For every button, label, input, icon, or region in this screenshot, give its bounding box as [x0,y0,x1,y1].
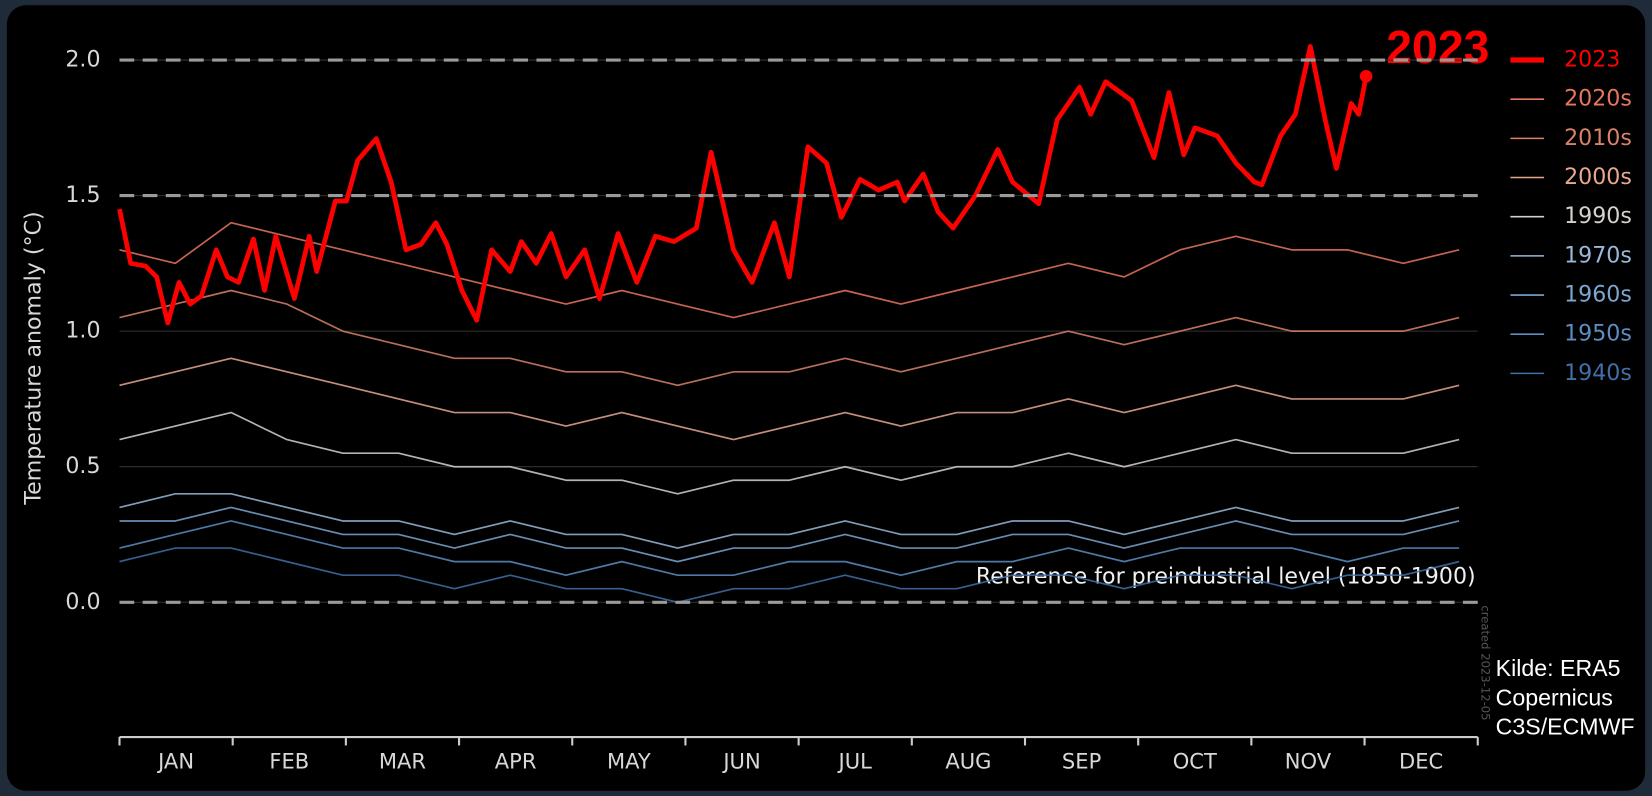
x-tick-label: APR [495,748,537,773]
x-tick-label: FEB [269,748,309,773]
x-tick-label: DEC [1399,748,1443,773]
x-tick-label: SEP [1062,748,1101,773]
legend-label: 1970s [1564,242,1632,268]
y-tick-label: 0.5 [65,453,100,479]
series-line [119,221,1460,319]
y-tick-label: 1.0 [65,318,100,344]
y-tick-label: 0.0 [65,589,100,615]
series-line [119,357,1460,441]
x-tick-label: MAR [379,748,427,773]
legend-label: 2000s [1564,164,1632,190]
y-tick-label: 1.5 [65,182,100,208]
legend-label: 2010s [1564,125,1632,151]
source-text: C3S/ECMWF [1496,714,1635,740]
highlight-label: 2023 [1386,21,1489,73]
x-tick-label: AUG [945,748,991,773]
x-tick-label: JAN [156,748,194,773]
y-tick-label: 2.0 [65,47,100,73]
legend-label: 2023 [1564,47,1620,73]
legend-label: 1950s [1564,321,1632,347]
series-line [119,506,1460,563]
legend-label: 1940s [1564,360,1632,386]
created-note: created 2023-12-05 [1479,605,1493,720]
x-tick-label: JUN [721,748,760,773]
x-tick-label: NOV [1285,748,1332,773]
legend-label: 1960s [1564,282,1632,308]
source-text: Kilde: ERA5 [1496,655,1621,681]
end-dot [1359,69,1373,83]
x-tick-label: OCT [1173,748,1217,773]
panel [6,5,1646,791]
series-line [119,547,1460,604]
reference-label: Reference for preindustrial level (1850-… [976,563,1476,589]
series-line [119,411,1460,495]
series-line [117,44,1369,326]
x-tick-label: MAY [607,748,651,773]
source-text: Copernicus [1496,684,1613,710]
y-axis-label: Temperature anomaly (°C) [21,211,47,505]
series-line [119,289,1460,387]
series-line [119,492,1460,549]
x-tick-label: JUL [837,748,873,773]
legend-label: 2020s [1564,86,1632,112]
legend-label: 1990s [1564,203,1632,229]
series-line [119,520,1460,577]
